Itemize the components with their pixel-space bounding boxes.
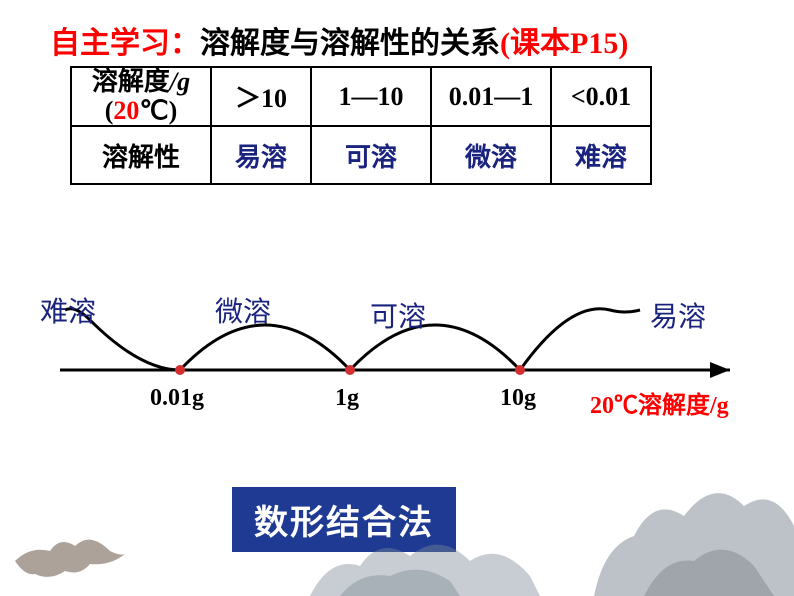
page-title: 自主学习：溶解度与溶解性的关系(课本P15) [50, 18, 628, 62]
point-3 [515, 365, 525, 375]
row2-cell: 微溶 [431, 126, 551, 184]
eagle-icon [10, 526, 130, 586]
header-label-cell: 溶解度/g (20℃) [71, 67, 211, 126]
table-row: 溶解度/g (20℃) ＞10 1—10 0.01—1 <0.01 [71, 67, 651, 126]
point-1 [175, 365, 185, 375]
title-prefix: 自主学习： [50, 27, 200, 60]
axis-text: 溶解度/g [638, 393, 729, 419]
arc-4 [520, 309, 640, 370]
row2-cell: 可溶 [311, 126, 431, 184]
arrow-head [710, 362, 730, 378]
arc-label-3: 可溶 [370, 295, 426, 335]
hdr-line1: 溶解度 [92, 67, 170, 96]
tick-label-3: 10g [500, 385, 536, 412]
header-cell: 0.01—1 [431, 67, 551, 126]
header-cell: 1—10 [311, 67, 431, 126]
hdr-temp-unit: ℃) [139, 96, 177, 125]
row2-label-cell: 溶解性 [71, 126, 211, 184]
solubility-table: 溶解度/g (20℃) ＞10 1—10 0.01—1 <0.01 溶解性 易溶… [70, 66, 652, 185]
title-suffix: (课本P15) [500, 27, 628, 60]
rocks-right-icon [594, 466, 794, 596]
row2-cell: 易溶 [211, 126, 311, 184]
axis-temp: 20℃ [590, 393, 638, 419]
row2-cell: 难溶 [551, 126, 651, 184]
hdr-unit: /g [170, 67, 190, 96]
hdr-temp-num: 20 [113, 96, 139, 125]
arc-label-2: 微溶 [215, 290, 271, 330]
rocks-left-icon [310, 516, 540, 596]
header-cell: ＞10 [211, 67, 311, 126]
header-cell: <0.01 [551, 67, 651, 126]
arc-label-4: 易溶 [650, 295, 706, 335]
title-main: 溶解度与溶解性的关系 [200, 27, 500, 60]
tick-label-1: 0.01g [150, 385, 204, 412]
arc-2 [180, 325, 350, 370]
arc-label-1: 难溶 [40, 290, 96, 330]
tick-label-2: 1g [335, 385, 359, 412]
table-row: 溶解性 易溶 可溶 微溶 难溶 [71, 126, 651, 184]
number-line-diagram: 难溶 微溶 可溶 易溶 0.01g 1g 10g 20℃溶解度/g [50, 290, 750, 420]
axis-end-label: 20℃溶解度/g [590, 385, 729, 420]
point-2 [345, 365, 355, 375]
